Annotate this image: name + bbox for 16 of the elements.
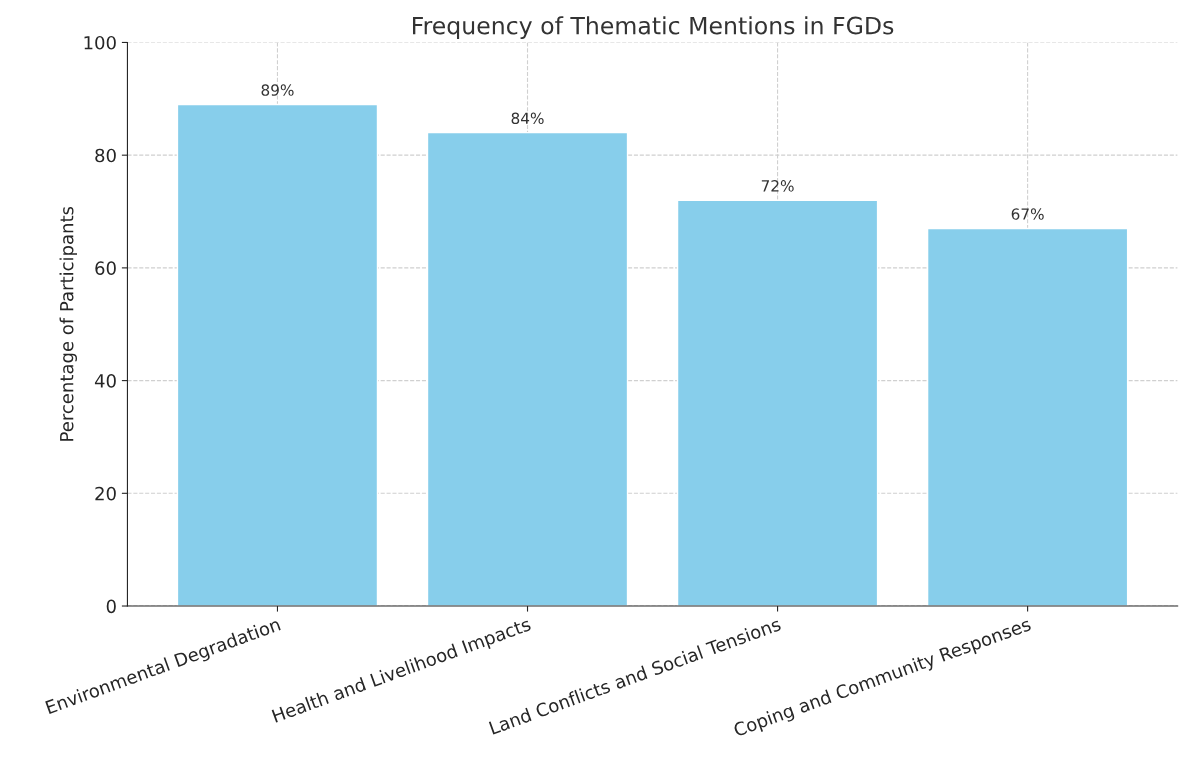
y-tick-label: 40 [94,374,116,388]
y-tick-label: 80 [95,148,116,163]
y-tick-label: 60 [95,261,116,275]
data-label: 89% [261,84,294,96]
data-label: 67% [1011,208,1044,220]
y-tick-label: 100 [84,35,116,50]
bar [926,227,1129,607]
y-axis-title: Percentage of Participants [59,206,77,441]
data-label: 72% [761,180,794,192]
bar [176,103,379,607]
chart-title: Frequency of Thematic Mentions in FGDs [413,16,894,40]
y-tick-label: 20 [95,486,116,501]
data-label: 84% [511,112,544,125]
y-tick-label: 0 [106,599,116,614]
bar [676,199,879,607]
bar [426,131,629,607]
